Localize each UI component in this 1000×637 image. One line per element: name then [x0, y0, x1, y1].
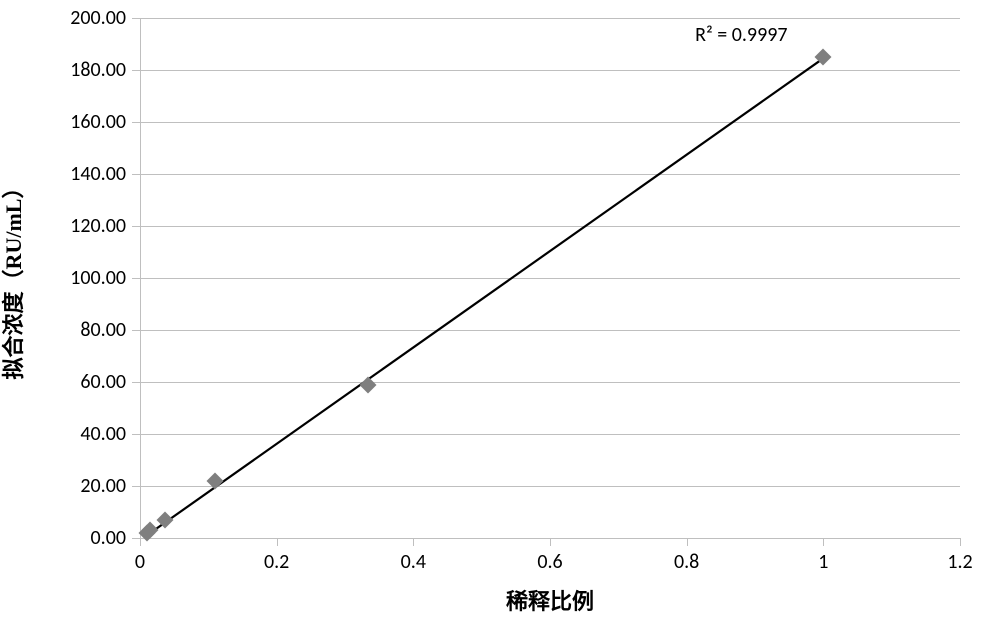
y-axis-title: 拟合浓度（RU/mL）	[0, 177, 28, 380]
r-squared-annotation: R² = 0.9997	[695, 23, 787, 47]
trendline	[0, 0, 1000, 637]
x-axis-title: 稀释比例	[506, 584, 594, 616]
trendline-line	[147, 58, 824, 535]
linearity-chart: 0.0020.0040.0060.0080.00100.00120.00140.…	[0, 0, 1000, 637]
